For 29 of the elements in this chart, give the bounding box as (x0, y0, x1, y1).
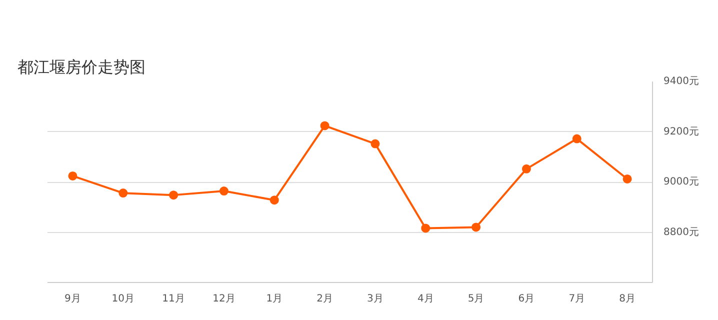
y-tick-label: 9200元 (664, 126, 699, 138)
point (522, 164, 531, 174)
x-tick-label: 6月 (518, 294, 535, 304)
x-tick-label: 2月 (316, 294, 333, 304)
x-tick-label: 10月 (112, 294, 134, 304)
x-tick-label: 12月 (212, 294, 236, 304)
point (320, 121, 330, 130)
x-tick-label: 11月 (162, 294, 185, 304)
point (622, 174, 632, 184)
y-tick-label: 9000元 (664, 176, 699, 188)
point (219, 186, 228, 196)
x-tick-label: 9月 (64, 294, 81, 304)
point (572, 134, 582, 144)
y-tick-label: 8800元 (664, 226, 699, 238)
x-tick-label: 7月 (568, 294, 586, 304)
x-tick-label: 4月 (417, 294, 434, 304)
x-tick-label: 3月 (367, 294, 384, 304)
y-tick-label: 9400元 (664, 76, 699, 87)
x-tick-label: 8月 (619, 294, 636, 304)
point (169, 190, 178, 200)
chart-title: 都江堰房价走势图 (18, 58, 146, 76)
x-tick-label: 1月 (266, 294, 283, 304)
point (370, 139, 380, 148)
point (118, 188, 128, 198)
point (472, 222, 481, 232)
x-tick-label: 5月 (468, 294, 484, 304)
point (68, 171, 78, 180)
point (421, 224, 430, 233)
point (270, 196, 279, 205)
